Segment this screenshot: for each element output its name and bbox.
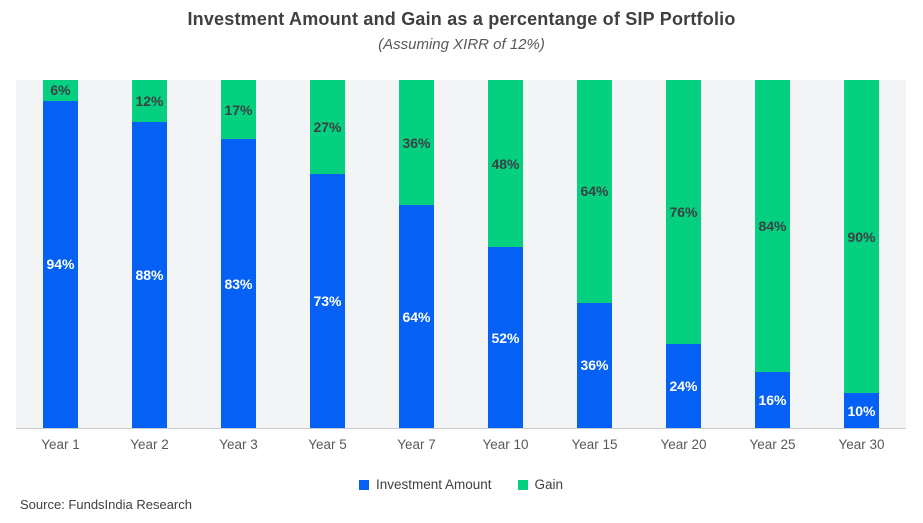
data-label-gain-year-5: 27% bbox=[313, 118, 342, 135]
x-axis-label-year-2: Year 2 bbox=[130, 437, 169, 452]
segment-gain-year-5: 27% bbox=[310, 80, 345, 174]
x-axis-label-year-7: Year 7 bbox=[397, 437, 436, 452]
segment-gain-year-1: 6% bbox=[43, 80, 78, 101]
bar-slot-year-2: 12% 88% bbox=[105, 80, 194, 428]
bar-slot-year-5: 27% 73% bbox=[283, 80, 372, 428]
legend-label-gain: Gain bbox=[534, 477, 564, 492]
legend-swatch-investment-amount bbox=[358, 479, 369, 490]
segment-investment-amount-year-5: 73% bbox=[310, 173, 345, 428]
data-label-gain-year-3: 17% bbox=[224, 101, 253, 118]
data-label-investment-amount-year-10: 52% bbox=[491, 329, 520, 346]
data-label-investment-amount-year-15: 36% bbox=[580, 357, 609, 374]
segment-investment-amount-year-30: 10% bbox=[844, 393, 879, 428]
stacked-bar-year-20: 76% 24% bbox=[666, 80, 701, 428]
stacked-bar-year-7: 36% 64% bbox=[399, 80, 434, 428]
data-label-investment-amount-year-30: 10% bbox=[847, 402, 876, 419]
data-label-gain-year-10: 48% bbox=[491, 155, 520, 172]
data-label-investment-amount-year-5: 73% bbox=[313, 292, 342, 309]
chart-subtitle: (Assuming XIRR of 12%) bbox=[378, 36, 545, 53]
data-label-investment-amount-year-1: 94% bbox=[46, 256, 75, 273]
legend: Investment Amount Gain bbox=[16, 477, 906, 492]
segment-investment-amount-year-15: 36% bbox=[577, 302, 612, 428]
x-axis-label-year-5: Year 5 bbox=[308, 437, 347, 452]
plot-area: 6% 94% 12% 88% 17% 83% 27% 73% 36% 64% 48% 52% 64% 36… bbox=[16, 80, 906, 429]
bar-slot-year-7: 36% 64% bbox=[372, 80, 461, 428]
x-axis: Year 1 Year 2 Year 3 Year 5 Year 7 Year 10 Yea… bbox=[16, 437, 906, 452]
stacked-bar-year-10: 48% 52% bbox=[488, 80, 523, 428]
data-label-investment-amount-year-25: 16% bbox=[758, 392, 787, 409]
data-label-gain-year-25: 84% bbox=[758, 218, 787, 235]
bar-slot-year-30: 90% 10% bbox=[817, 80, 906, 428]
bar-slot-year-25: 84% 16% bbox=[728, 80, 817, 428]
segment-investment-amount-year-2: 88% bbox=[132, 121, 167, 428]
data-label-gain-year-2: 12% bbox=[135, 92, 164, 109]
data-label-gain-year-20: 76% bbox=[669, 204, 698, 221]
data-label-investment-amount-year-3: 83% bbox=[224, 275, 253, 292]
legend-swatch-gain bbox=[517, 479, 528, 490]
legend-label-investment-amount: Investment Amount bbox=[375, 477, 492, 492]
data-label-gain-year-1: 6% bbox=[50, 82, 71, 99]
legend-item-gain: Gain bbox=[517, 477, 564, 492]
stacked-bar-year-15: 64% 36% bbox=[577, 80, 612, 428]
bar-slot-year-15: 64% 36% bbox=[550, 80, 639, 428]
data-label-gain-year-30: 90% bbox=[847, 228, 876, 245]
stacked-bar-year-5: 27% 73% bbox=[310, 80, 345, 428]
legend-item-investment-amount: Investment Amount bbox=[358, 477, 492, 492]
segment-investment-amount-year-10: 52% bbox=[488, 247, 523, 428]
x-axis-label-year-15: Year 15 bbox=[571, 437, 618, 452]
data-label-investment-amount-year-7: 64% bbox=[402, 308, 431, 325]
data-label-investment-amount-year-20: 24% bbox=[669, 378, 698, 395]
segment-investment-amount-year-20: 24% bbox=[666, 344, 701, 428]
stacked-bar-year-30: 90% 10% bbox=[844, 80, 879, 428]
x-axis-label-year-3: Year 3 bbox=[219, 437, 258, 452]
data-label-investment-amount-year-2: 88% bbox=[135, 266, 164, 283]
stacked-bar-year-2: 12% 88% bbox=[132, 80, 167, 428]
segment-investment-amount-year-3: 83% bbox=[221, 139, 256, 428]
segment-investment-amount-year-7: 64% bbox=[399, 205, 434, 428]
segment-investment-amount-year-1: 94% bbox=[43, 100, 78, 428]
x-axis-label-year-25: Year 25 bbox=[749, 437, 796, 452]
stacked-bar-year-3: 17% 83% bbox=[221, 80, 256, 428]
x-axis-label-year-10: Year 10 bbox=[482, 437, 529, 452]
stacked-bar-year-25: 84% 16% bbox=[755, 80, 790, 428]
bar-slot-year-1: 6% 94% bbox=[16, 80, 105, 428]
bar-slot-year-20: 76% 24% bbox=[639, 80, 728, 428]
segment-gain-year-30: 90% bbox=[844, 80, 879, 394]
stacked-bar-year-1: 6% 94% bbox=[43, 80, 78, 428]
segment-gain-year-10: 48% bbox=[488, 80, 523, 248]
segment-gain-year-7: 36% bbox=[399, 80, 434, 206]
segment-gain-year-25: 84% bbox=[755, 80, 790, 373]
chart-title: Investment Amount and Gain as a percenta… bbox=[187, 9, 736, 29]
data-label-gain-year-15: 64% bbox=[580, 183, 609, 200]
segment-investment-amount-year-25: 16% bbox=[755, 372, 790, 428]
x-axis-label-year-20: Year 20 bbox=[660, 437, 707, 452]
segment-gain-year-15: 64% bbox=[577, 80, 612, 303]
x-axis-label-year-30: Year 30 bbox=[838, 437, 885, 452]
data-label-gain-year-7: 36% bbox=[402, 134, 431, 151]
segment-gain-year-3: 17% bbox=[221, 80, 256, 140]
bar-slot-year-10: 48% 52% bbox=[461, 80, 550, 428]
source-note: Source: FundsIndia Research bbox=[20, 497, 192, 512]
x-axis-label-year-1: Year 1 bbox=[41, 437, 80, 452]
bar-slot-year-3: 17% 83% bbox=[194, 80, 283, 428]
segment-gain-year-20: 76% bbox=[666, 80, 701, 345]
segment-gain-year-2: 12% bbox=[132, 80, 167, 122]
